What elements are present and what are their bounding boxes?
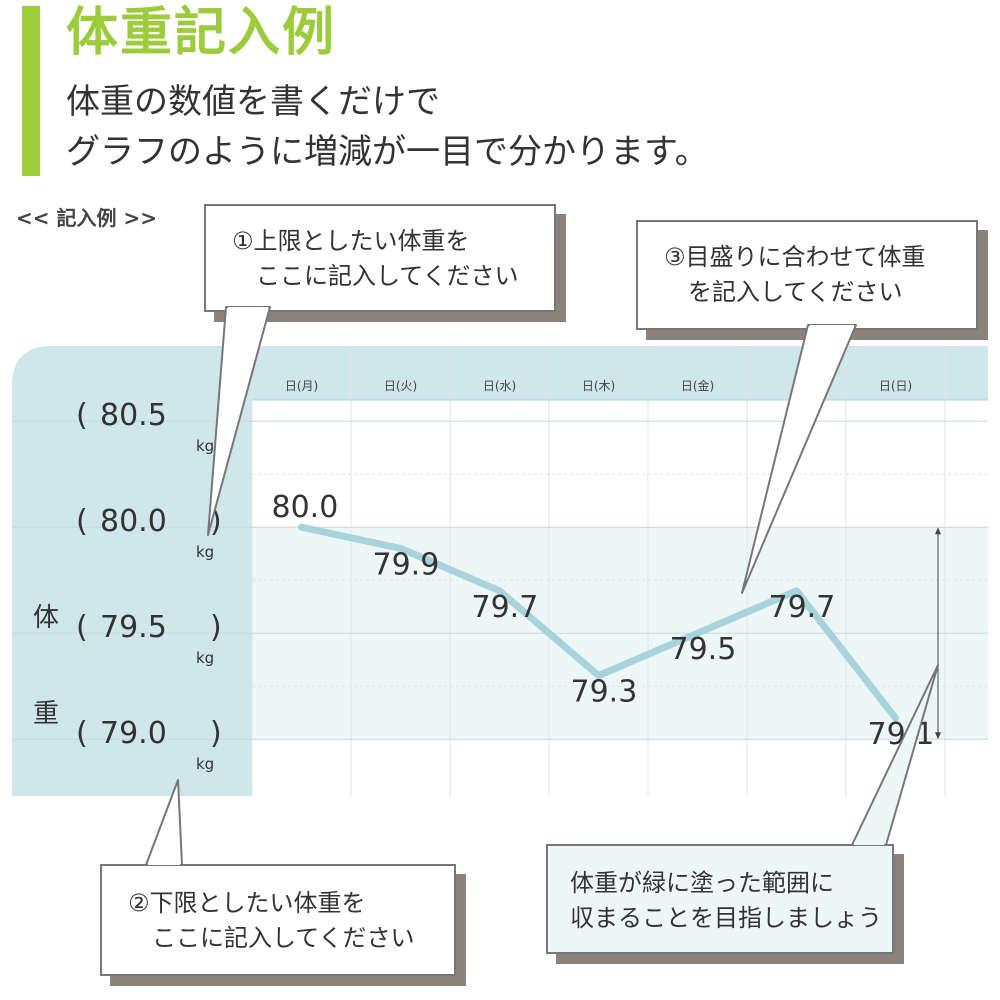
day-label-1: 日(火) xyxy=(384,379,417,393)
day-label-6: 日(日) xyxy=(879,379,912,393)
day-label-3: 日(木) xyxy=(582,379,615,393)
day-label-0: 日(月) xyxy=(285,379,318,393)
y-scale-label-1: 80.0 xyxy=(100,504,167,539)
y-paren-close-2: ) xyxy=(210,610,222,645)
callout-upper-limit: ①上限としたい体重を ここに記入してください xyxy=(204,204,556,312)
y-paren-open-2: ( xyxy=(76,610,88,645)
y-paren-close-3: ) xyxy=(210,716,222,751)
y-scale-label-0: 80.5 xyxy=(100,398,167,433)
weight-label-4: 79.5 xyxy=(670,632,737,667)
weight-label-0: 80.0 xyxy=(272,490,339,525)
subtitle-line-2: グラフのように増減が一目で分かります。 xyxy=(66,132,709,172)
axis-title-bottom: 重 xyxy=(33,699,59,729)
y-paren-open-0: ( xyxy=(76,398,88,433)
subtitle-line-1: 体重の数値を書くだけで xyxy=(66,82,440,122)
example-label: << 記入例 >> xyxy=(16,206,157,230)
weight-label-1: 79.9 xyxy=(373,547,440,582)
y-unit-0: kg xyxy=(196,437,214,455)
callout-scale-line-2: を記入してください xyxy=(688,277,903,306)
y-unit-1: kg xyxy=(196,543,214,561)
chart-left-panel xyxy=(12,346,252,796)
day-label-4: 日(金) xyxy=(681,378,714,393)
chart-header-band xyxy=(252,346,988,400)
y-paren-open-3: ( xyxy=(76,716,88,751)
callout-range-line-1: 体重が緑に塗った範囲に xyxy=(570,869,834,897)
target-range-arrow-head-top xyxy=(935,527,941,535)
y-scale-label-2: 79.5 xyxy=(100,610,167,645)
day-label-2: 日(水) xyxy=(483,379,516,393)
callout-scale-line-1: ③目盛りに合わせて体重 xyxy=(664,243,926,271)
page-title: 体重記入例 xyxy=(66,3,337,63)
callout-lower-line-1: ②下限としたい体重を xyxy=(128,889,366,917)
weight-label-3: 79.3 xyxy=(571,675,638,710)
y-scale-label-3: 79.0 xyxy=(100,716,167,751)
y-unit-2: kg xyxy=(196,649,214,667)
callout-upper-line-2: ここに記入してください xyxy=(256,261,519,290)
weight-label-5: 79.7 xyxy=(769,590,836,625)
y-paren-close-1: ) xyxy=(210,504,222,539)
callout-target-range: 体重が緑に塗った範囲に 収まることを目指しましょう xyxy=(546,844,894,954)
axis-title-top: 体 xyxy=(33,603,59,633)
weight-chart-svg: 日(月) 日(火) 日(水) 日(木) 日(金) 日(日) 体重 (80.5 kg (80.0) k… xyxy=(12,346,988,796)
y-unit-3: kg xyxy=(196,755,214,773)
y-paren-open-1: ( xyxy=(76,504,88,539)
callout-range-line-2: 収まることを目指しましょう xyxy=(570,903,882,932)
weight-label-2: 79.7 xyxy=(472,590,539,625)
title-accent-bar xyxy=(22,6,40,176)
weight-chart: 日(月) 日(火) 日(水) 日(木) 日(金) 日(日) 体重 (80.5 kg (80.0) k… xyxy=(12,346,988,796)
callout-upper-line-1: ①上限としたい体重を xyxy=(232,227,470,255)
callout-lower-line-2: ここに記入してください xyxy=(152,923,415,952)
callout-lower-limit: ②下限としたい体重を ここに記入してください xyxy=(100,864,456,976)
callout-scale: ③目盛りに合わせて体重 を記入してください xyxy=(636,220,978,330)
weight-label-6: 79.1 xyxy=(868,717,935,752)
